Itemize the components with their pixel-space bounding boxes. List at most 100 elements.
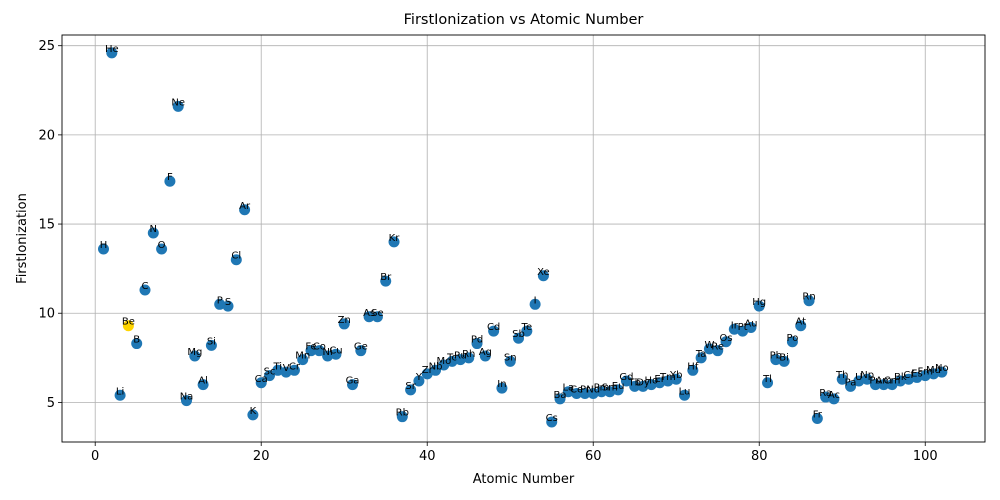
data-point-sn (504, 355, 516, 367)
data-point-at (795, 320, 807, 332)
point-label-s: S (225, 297, 231, 308)
data-point-he (106, 47, 118, 59)
data-point-br (380, 275, 392, 287)
axis-ticks: 0 20 40 60 80 100 5 10 15 20 25 (38, 39, 937, 464)
point-label-cl: Cl (231, 251, 241, 262)
point-label-md: Md (926, 365, 941, 376)
data-point-si (205, 339, 217, 351)
data-point-ce (571, 387, 583, 399)
data-point-bk (894, 375, 906, 387)
point-label-rb: Rb (396, 408, 409, 419)
x-tick-label: 20 (253, 449, 270, 464)
plot-area-frame (61, 34, 986, 443)
data-point-ac (828, 393, 840, 405)
data-point-v (280, 366, 292, 378)
data-point-al (197, 379, 209, 391)
point-label-o: O (158, 240, 166, 251)
point-label-ho: Ho (645, 376, 659, 387)
y-axis-label: FirstIonization (15, 193, 30, 284)
point-label-ir: Ir (731, 320, 739, 331)
data-point-er (654, 377, 666, 389)
point-label-po: Po (787, 333, 799, 344)
data-point-ru (454, 354, 466, 366)
data-point-sr (405, 384, 417, 396)
data-point-bi (778, 355, 790, 367)
data-point-tb (629, 380, 641, 392)
point-label-at: At (795, 317, 806, 328)
point-label-mg: Mg (187, 347, 202, 358)
data-point-ba (554, 393, 566, 405)
data-point-k (247, 409, 259, 421)
data-point-cs (546, 416, 558, 428)
point-label-cu: Cu (329, 345, 342, 356)
point-label-no: No (935, 363, 949, 374)
data-point-ne (172, 100, 184, 112)
data-point-ra (820, 391, 832, 403)
point-label-ti: Ti (273, 361, 283, 372)
data-point-po (786, 336, 798, 348)
point-label-tl: Tl (762, 374, 772, 385)
data-point-zr (421, 368, 433, 380)
data-point-hf (687, 364, 699, 376)
data-point-pu (869, 379, 881, 391)
point-label-dy: Dy (636, 377, 650, 388)
data-point-pd (471, 338, 483, 350)
point-label-sm: Sm (602, 383, 618, 394)
point-label-te: Te (521, 322, 533, 333)
data-point-cl (230, 254, 242, 266)
point-label-ge: Ge (354, 342, 368, 353)
data-point-rn (803, 295, 815, 307)
data-point-no (936, 366, 948, 378)
data-point-nd (587, 387, 599, 399)
point-label-mo: Mo (436, 356, 451, 367)
data-point-pt (737, 325, 749, 337)
data-point-te (521, 325, 533, 337)
point-label-nb: Nb (429, 361, 443, 372)
data-point-ta (695, 352, 707, 364)
point-label-f: F (167, 172, 173, 183)
point-label-br: Br (380, 272, 392, 283)
data-point-sb (513, 332, 525, 344)
data-point-c (139, 284, 151, 296)
data-point-gd (620, 375, 632, 387)
point-label-pm: Pm (594, 383, 610, 394)
data-point-pm (596, 386, 608, 398)
point-label-yb: Yb (669, 370, 682, 381)
data-point-pb (770, 354, 782, 366)
grid-lines (62, 35, 985, 442)
point-label-c: C (142, 281, 149, 292)
point-label-b: B (133, 335, 140, 346)
point-label-v: V (283, 363, 290, 374)
data-point-hg (753, 300, 765, 312)
x-tick-label: 100 (913, 449, 938, 464)
x-tick-label: 0 (91, 449, 99, 464)
point-label-ra: Ra (819, 388, 832, 399)
data-point-be (122, 320, 134, 332)
point-label-w: W (704, 340, 714, 351)
data-point-ho (645, 379, 657, 391)
point-label-ac: Ac (828, 390, 840, 401)
y-tick-label: 10 (38, 307, 55, 322)
data-point-tl (762, 377, 774, 389)
point-label-cr: Cr (289, 361, 301, 372)
point-label-u: U (855, 372, 862, 383)
point-label-pt: Pt (738, 322, 748, 333)
point-label-he: He (105, 44, 119, 55)
point-label-p: P (217, 295, 223, 306)
point-label-n: N (150, 224, 157, 235)
point-label-i: I (534, 295, 537, 306)
point-label-k: K (250, 406, 257, 417)
point-label-th: Th (835, 370, 848, 381)
point-label-sb: Sb (512, 329, 525, 340)
data-point-th (836, 373, 848, 385)
data-point-ga (347, 379, 359, 391)
point-label-pd: Pd (471, 335, 483, 346)
data-point-b (131, 338, 143, 350)
x-tick-label: 80 (751, 449, 768, 464)
data-point-mg (189, 350, 201, 362)
point-label-hg: Hg (752, 297, 766, 308)
data-point-cu (330, 348, 342, 360)
data-points (98, 47, 948, 428)
data-point-sc (264, 370, 276, 382)
point-label-ag: Ag (479, 347, 492, 358)
